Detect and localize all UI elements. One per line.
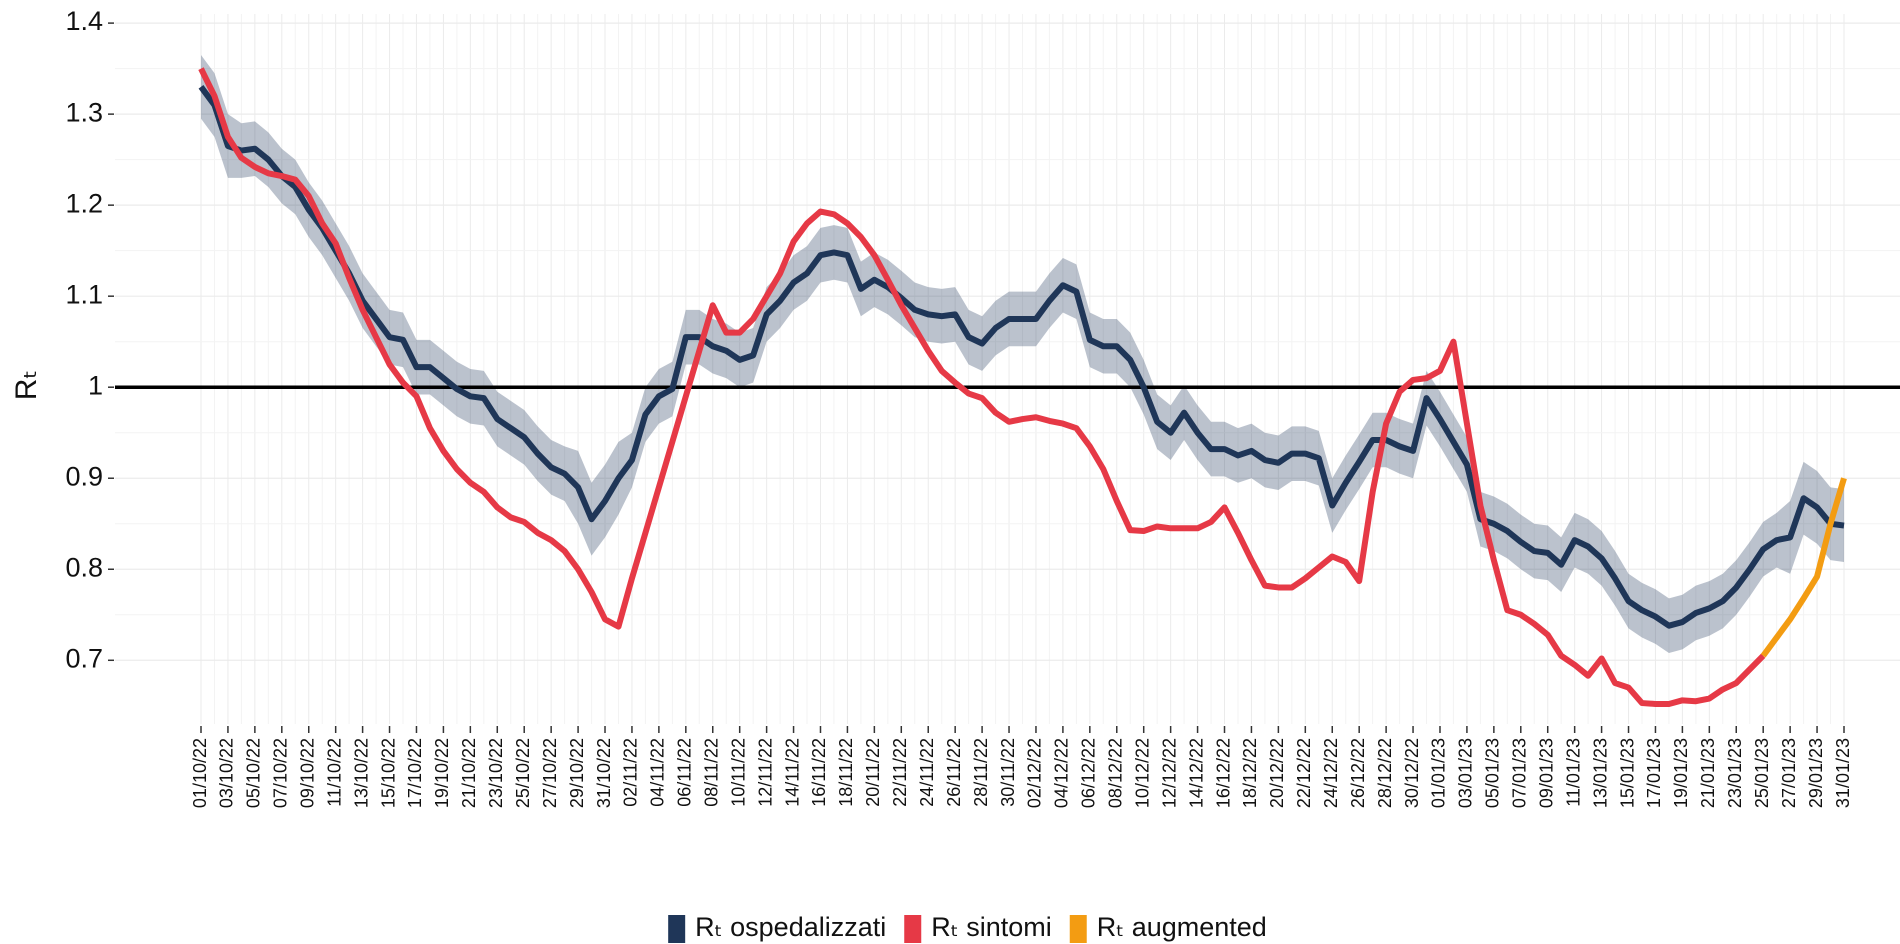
legend-key <box>1069 915 1087 943</box>
y-tick-label: 1.1 <box>65 279 103 309</box>
x-tick-label: 15/10/22 <box>378 738 398 808</box>
x-tick-label: 18/11/22 <box>836 738 856 807</box>
x-tick-label: 15/01/23 <box>1617 738 1637 808</box>
x-tick-label: 30/12/22 <box>1402 738 1422 808</box>
x-tick-label: 28/11/22 <box>971 738 991 807</box>
x-tick-label: 17/01/23 <box>1644 738 1664 808</box>
legend-key <box>904 915 922 943</box>
y-axis-label: Rₜ <box>10 370 43 401</box>
x-tick-label: 16/12/22 <box>1213 738 1233 808</box>
x-tick-label: 24/12/22 <box>1321 738 1341 808</box>
x-tick-label: 17/10/22 <box>405 738 425 808</box>
x-tick-label: 14/12/22 <box>1186 738 1206 808</box>
x-tick-label: 08/12/22 <box>1106 738 1126 808</box>
x-tick-label: 08/11/22 <box>702 738 722 807</box>
legend-key <box>668 915 686 943</box>
x-tick-label: 19/01/23 <box>1671 738 1691 808</box>
x-tick-label: 16/11/22 <box>809 738 829 807</box>
y-tick-label: 0.9 <box>65 461 103 491</box>
x-tick-label: 10/12/22 <box>1132 738 1152 808</box>
x-tick-label: 27/10/22 <box>540 738 560 808</box>
x-tick-label: 04/12/22 <box>1052 738 1072 808</box>
x-tick-label: 05/10/22 <box>244 738 264 808</box>
x-tick-label: 21/10/22 <box>459 738 479 808</box>
x-tick-label: 09/01/23 <box>1536 738 1556 808</box>
x-tick-label: 20/12/22 <box>1267 738 1287 808</box>
x-tick-label: 01/01/23 <box>1429 738 1449 808</box>
x-tick-label: 11/10/22 <box>324 738 344 807</box>
x-tick-label: 25/01/23 <box>1752 738 1772 808</box>
x-tick-label: 11/01/23 <box>1563 738 1583 807</box>
x-tick-label: 13/10/22 <box>351 738 371 808</box>
legend: Rₜ ospedalizzati Rₜ sintomi Rₜ augmented <box>668 912 1267 943</box>
x-tick-label: 28/12/22 <box>1375 738 1395 808</box>
x-tick-label: 13/01/23 <box>1590 738 1610 808</box>
y-tick-label: 0.8 <box>65 552 103 582</box>
x-tick-label: 29/10/22 <box>567 738 587 808</box>
x-tick-label: 14/11/22 <box>782 738 802 807</box>
y-tick-label: 1 <box>88 370 103 400</box>
x-tick-label: 04/11/22 <box>648 738 668 807</box>
x-tick-label: 07/10/22 <box>271 738 291 808</box>
x-tick-label: 18/12/22 <box>1240 738 1260 808</box>
x-tick-label: 20/11/22 <box>863 738 883 807</box>
x-tick-label: 27/01/23 <box>1779 738 1799 808</box>
x-tick-label: 24/11/22 <box>917 738 937 807</box>
x-tick-label: 29/01/23 <box>1806 738 1826 808</box>
legend-label: Rₜ augmented <box>1097 912 1267 942</box>
x-tick-label: 12/12/22 <box>1159 738 1179 808</box>
series-line <box>198 85 1845 629</box>
x-tick-label: 05/01/23 <box>1483 738 1503 808</box>
x-tick-label: 06/11/22 <box>675 738 695 807</box>
x-tick-label: 12/11/22 <box>755 738 775 807</box>
x-tick-label: 21/01/23 <box>1698 738 1718 808</box>
x-tick-label: 01/10/22 <box>190 738 210 808</box>
series-line <box>198 67 1766 707</box>
x-tick-label: 31/01/23 <box>1833 738 1853 808</box>
x-tick-label: 02/11/22 <box>621 738 641 807</box>
x-tick-label: 02/12/22 <box>1025 738 1045 808</box>
y-tick-label: 0.7 <box>65 643 103 673</box>
x-tick-label: 31/10/22 <box>594 738 614 808</box>
x-tick-label: 07/01/23 <box>1510 738 1530 808</box>
legend-label: Rₜ sintomi <box>931 912 1052 942</box>
x-tick-label: 25/10/22 <box>513 738 533 808</box>
x-tick-label: 26/11/22 <box>944 738 964 807</box>
x-tick-label: 23/10/22 <box>486 738 506 808</box>
x-tick-label: 10/11/22 <box>728 738 748 807</box>
series-line <box>1760 477 1847 658</box>
x-tick-label: 23/01/23 <box>1725 738 1745 808</box>
x-tick-label: 09/10/22 <box>297 738 317 808</box>
x-tick-label: 03/01/23 <box>1456 738 1476 808</box>
x-tick-label: 22/11/22 <box>890 738 910 807</box>
legend-label: Rₜ ospedalizzati <box>695 912 886 942</box>
x-tick-label: 06/12/22 <box>1079 738 1099 808</box>
x-tick-label: 30/11/22 <box>998 738 1018 807</box>
y-tick-label: 1.2 <box>65 188 103 218</box>
y-tick-label: 1.3 <box>65 97 103 127</box>
x-tick-label: 03/10/22 <box>217 738 237 808</box>
x-tick-label: 22/12/22 <box>1294 738 1314 808</box>
x-tick-label: 19/10/22 <box>432 738 452 808</box>
x-tick-label: 26/12/22 <box>1348 738 1368 808</box>
confidence-band <box>201 54 1844 653</box>
y-tick-label: 1.4 <box>65 6 103 36</box>
